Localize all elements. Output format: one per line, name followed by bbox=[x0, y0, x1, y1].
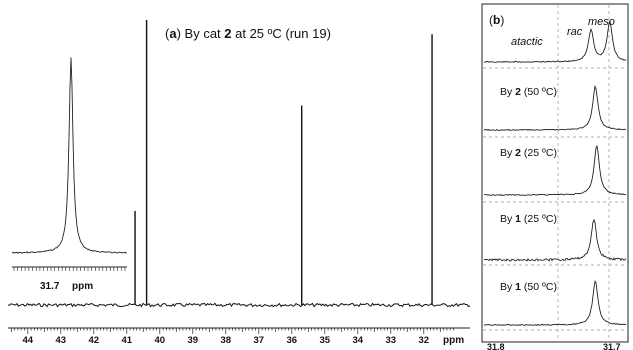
trace-row-3 bbox=[483, 218, 627, 262]
x-tick-label: 41 bbox=[122, 335, 133, 346]
row-label-2: By 1 (25 ºC) bbox=[500, 213, 557, 225]
main-spectrum bbox=[7, 20, 471, 308]
panel-b-row-labels: By 2 (50 ºC) By 2 (25 ºC) By 1 (25 ºC) By 1… bbox=[500, 86, 557, 293]
inset-axis-ticks bbox=[13, 267, 126, 271]
inset-trace bbox=[11, 57, 127, 254]
panel-b-axis-label-left: 31.8 bbox=[487, 342, 505, 350]
x-tick-label: 32 bbox=[419, 335, 430, 346]
trace-row-0 bbox=[483, 19, 627, 63]
inset-unit: ppm bbox=[72, 281, 93, 292]
panel-a-title: (a) By cat 2 at 25 ºC (run 19) bbox=[165, 26, 331, 41]
panel-b-label: (b) bbox=[489, 13, 504, 27]
panel-b-frame bbox=[481, 3, 629, 343]
trace-row-2 bbox=[483, 144, 627, 196]
x-tick-label: 35 bbox=[320, 335, 331, 346]
row-label-3: By 1 (50 ºC) bbox=[500, 281, 557, 293]
x-tick-label: 34 bbox=[353, 335, 364, 346]
x-tick-label: 37 bbox=[254, 335, 265, 346]
rac-label: rac bbox=[567, 26, 583, 38]
baseline-noise bbox=[7, 302, 471, 308]
row-label-0: By 2 (50 ºC) bbox=[500, 86, 557, 98]
x-tick-label: 43 bbox=[56, 335, 67, 346]
trace-row-4 bbox=[483, 280, 627, 326]
atactic-label: atactic bbox=[511, 36, 543, 48]
x-tick-label: 39 bbox=[188, 335, 199, 346]
x-axis-ticks: 44 43 42 41 40 39 38 37 36 35 34 33 32 bbox=[10, 328, 454, 346]
inset-plot: 31.7 ppm bbox=[11, 57, 127, 292]
panel-b-grid bbox=[483, 5, 627, 341]
meso-label: meso bbox=[588, 16, 615, 28]
x-tick-label: 36 bbox=[287, 335, 298, 346]
x-tick-label: 44 bbox=[23, 335, 34, 346]
x-tick-label: 40 bbox=[155, 335, 166, 346]
x-tick-label: 33 bbox=[386, 335, 397, 346]
x-axis-unit: ppm bbox=[443, 335, 464, 346]
trace-row-1 bbox=[483, 84, 627, 131]
panel-b-axis-label-right: 31.7 bbox=[603, 342, 621, 350]
x-tick-label: 38 bbox=[221, 335, 232, 346]
x-tick-label: 42 bbox=[89, 335, 100, 346]
panel-b-traces bbox=[483, 19, 627, 326]
row-label-1: By 2 (25 ºC) bbox=[500, 147, 557, 159]
inset-tick-label: 31.7 bbox=[40, 281, 60, 292]
